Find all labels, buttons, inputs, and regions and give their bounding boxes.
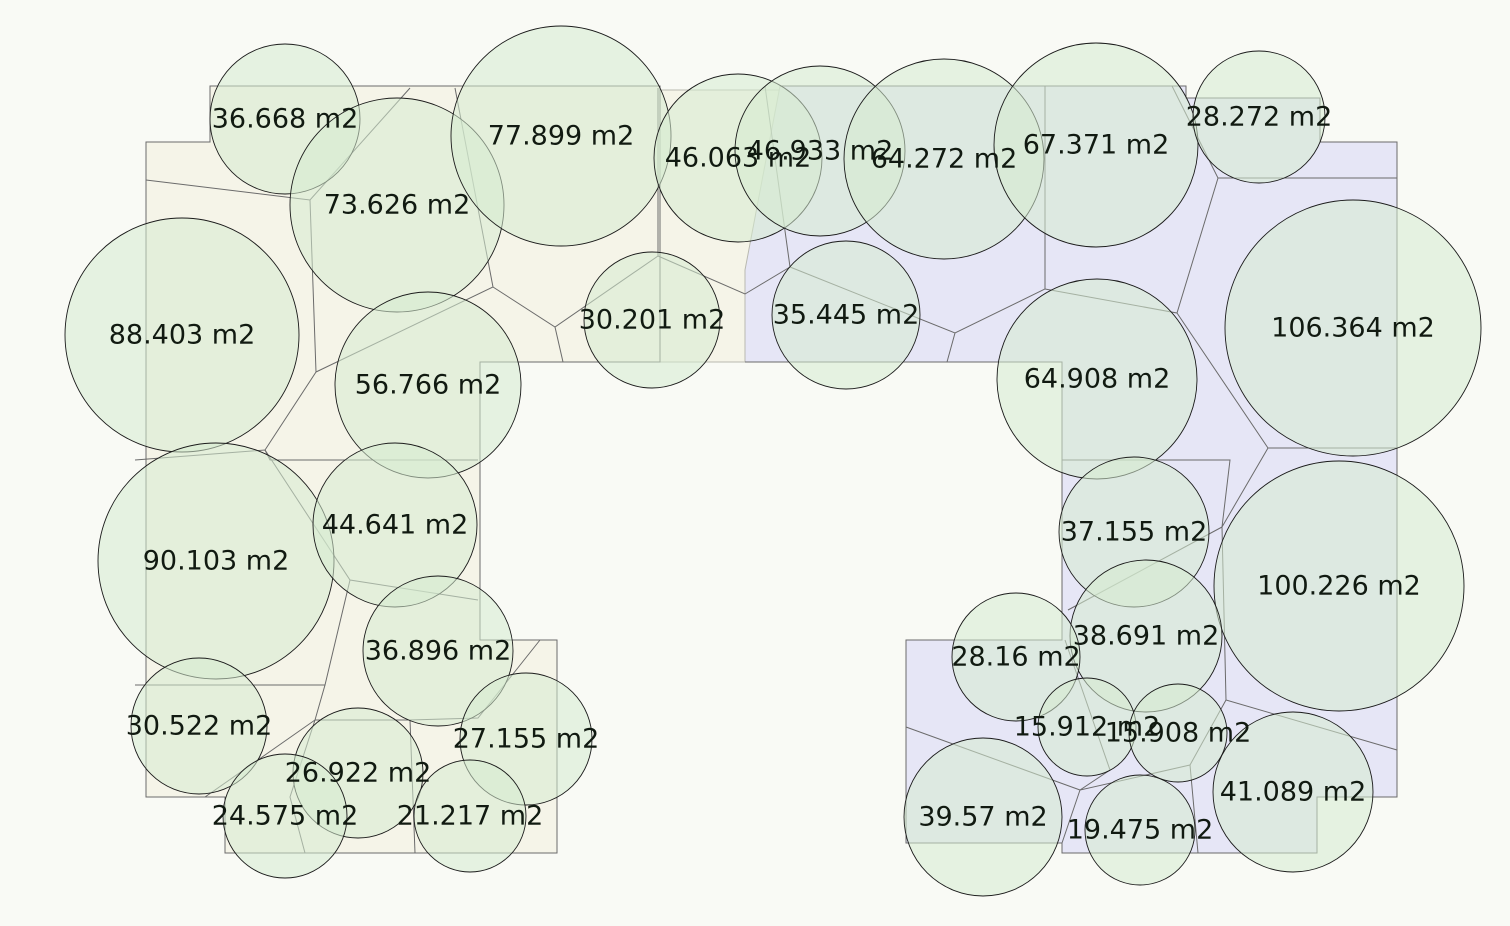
area-label: 38.691 m2 [1073,621,1220,652]
area-label: 56.766 m2 [355,370,502,401]
area-label: 88.403 m2 [109,320,256,351]
area-label: 30.201 m2 [579,305,726,336]
area-bubble [903,737,1063,897]
area-label: 24.575 m2 [212,801,359,832]
area-label: 19.475 m2 [1067,815,1214,846]
area-label: 15.912 m2 [1014,712,1161,743]
area-label: 36.896 m2 [365,636,512,667]
area-label: 27.155 m2 [453,724,600,755]
area-bubble [413,759,527,873]
area-label: 41.089 m2 [1220,777,1367,808]
area-bubble [1224,199,1482,457]
area-label: 28.16 m2 [951,642,1080,673]
area-label: 21.217 m2 [397,801,544,832]
area-bubble [1084,774,1196,886]
area-bubble [771,240,921,390]
area-label: 46.933 m2 [747,136,894,167]
area-bubble [951,592,1081,722]
area-label: 37.155 m2 [1061,517,1208,548]
area-bubble [362,575,514,727]
area-label: 35.445 m2 [773,300,920,331]
area-label: 67.371 m2 [1023,130,1170,161]
area-label: 77.899 m2 [488,121,635,152]
area-bubble [1212,711,1374,873]
area-label: 26.922 m2 [285,758,432,789]
area-bubble [222,753,348,879]
area-labels: 36.668 m2 73.626 m2 77.899 m2 46.063 m246.9… [109,102,1435,846]
area-label: 46.063 m2 [665,143,812,174]
area-bubbles [64,25,1482,897]
area-label: 106.364 m2 [1271,313,1435,344]
area-label: 15.908 m2 [1105,718,1252,749]
area-label: 28.272 m2 [1186,102,1333,133]
area-label: 30.522 m2 [126,711,273,742]
area-label: 100.226 m2 [1257,571,1421,602]
area-bubble [583,251,721,389]
area-label: 64.272 m2 [871,144,1018,175]
area-label: 44.641 m2 [322,510,469,541]
area-bubble [1128,683,1228,783]
area-bubble [993,42,1199,248]
area-label: 36.668 m2 [212,104,359,135]
area-label: 73.626 m2 [324,190,471,221]
area-label: 90.103 m2 [143,546,290,577]
area-label: 39.57 m2 [918,802,1047,833]
area-bubble [1213,460,1465,712]
area-bubble [1192,50,1326,184]
area-label: 64.908 m2 [1024,364,1171,395]
area-bubble [130,657,268,795]
